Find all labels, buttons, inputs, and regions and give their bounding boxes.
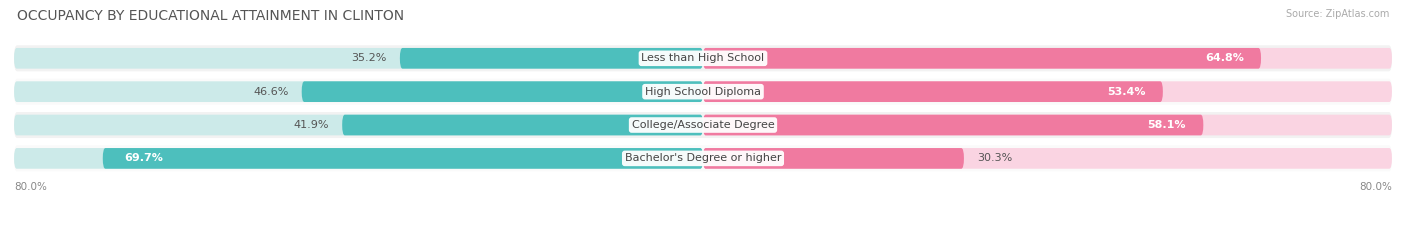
FancyBboxPatch shape — [703, 115, 1204, 135]
Text: 69.7%: 69.7% — [124, 153, 163, 163]
FancyBboxPatch shape — [703, 81, 1163, 102]
FancyBboxPatch shape — [14, 115, 703, 135]
FancyBboxPatch shape — [703, 48, 1261, 69]
Text: OCCUPANCY BY EDUCATIONAL ATTAINMENT IN CLINTON: OCCUPANCY BY EDUCATIONAL ATTAINMENT IN C… — [17, 9, 404, 23]
FancyBboxPatch shape — [14, 145, 1392, 171]
FancyBboxPatch shape — [14, 112, 1392, 138]
Text: College/Associate Degree: College/Associate Degree — [631, 120, 775, 130]
FancyBboxPatch shape — [14, 45, 1392, 71]
Text: 80.0%: 80.0% — [1360, 182, 1392, 192]
Text: High School Diploma: High School Diploma — [645, 87, 761, 97]
FancyBboxPatch shape — [302, 81, 703, 102]
Text: 46.6%: 46.6% — [253, 87, 288, 97]
FancyBboxPatch shape — [14, 81, 703, 102]
Text: 41.9%: 41.9% — [294, 120, 329, 130]
Text: Less than High School: Less than High School — [641, 53, 765, 63]
FancyBboxPatch shape — [14, 79, 1392, 105]
FancyBboxPatch shape — [342, 115, 703, 135]
FancyBboxPatch shape — [703, 81, 1392, 102]
FancyBboxPatch shape — [103, 148, 703, 169]
FancyBboxPatch shape — [399, 48, 703, 69]
Text: 58.1%: 58.1% — [1147, 120, 1187, 130]
Text: Source: ZipAtlas.com: Source: ZipAtlas.com — [1285, 9, 1389, 19]
FancyBboxPatch shape — [703, 48, 1392, 69]
Text: 35.2%: 35.2% — [352, 53, 387, 63]
FancyBboxPatch shape — [703, 115, 1392, 135]
Text: 64.8%: 64.8% — [1205, 53, 1244, 63]
FancyBboxPatch shape — [14, 148, 703, 169]
Text: 53.4%: 53.4% — [1107, 87, 1146, 97]
FancyBboxPatch shape — [14, 48, 703, 69]
Text: 80.0%: 80.0% — [14, 182, 46, 192]
FancyBboxPatch shape — [703, 148, 1392, 169]
FancyBboxPatch shape — [703, 148, 965, 169]
Text: Bachelor's Degree or higher: Bachelor's Degree or higher — [624, 153, 782, 163]
Text: 30.3%: 30.3% — [977, 153, 1012, 163]
